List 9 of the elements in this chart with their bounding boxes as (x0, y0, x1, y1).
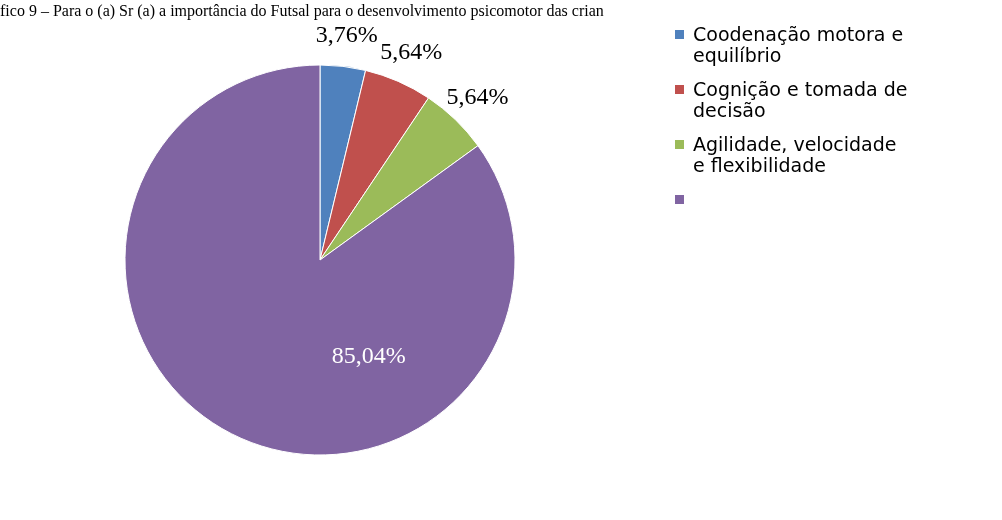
legend-label: Coodenação motora e equilíbrio (693, 22, 904, 66)
data-label: 85,04% (331, 341, 406, 368)
data-label: 5,64% (380, 38, 443, 65)
legend-label: Agilidade, velocidade e flexibilidade (693, 132, 897, 176)
chart-title: fico 9 – Para o (a) Sr (a) a importância do Futsal para o desenvolvimento psicomotor das crian (0, 1, 604, 20)
pie-slice (124, 64, 516, 456)
legend-label: Cognição e tomada de decisão (693, 77, 908, 121)
data-label: 3,76% (315, 20, 378, 47)
data-label: 5,64% (446, 82, 509, 109)
